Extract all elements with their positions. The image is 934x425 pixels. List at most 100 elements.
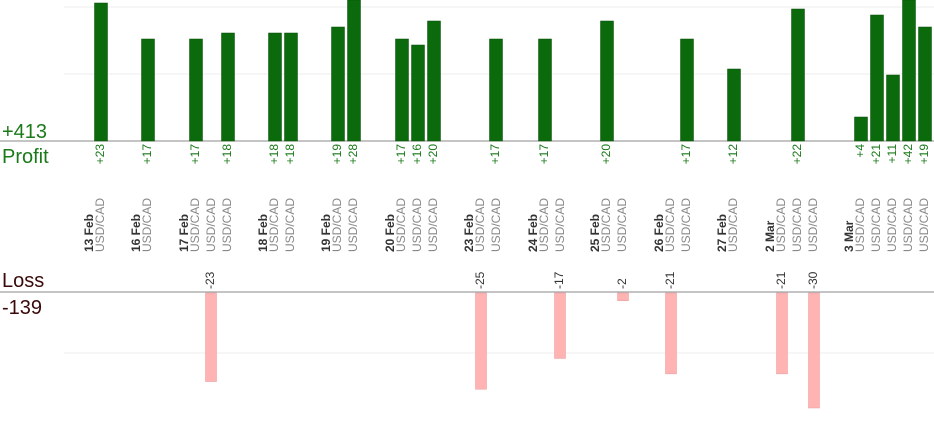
profit-value-label: +20: [426, 144, 440, 165]
pair-label: USD/CAD: [806, 198, 820, 252]
loss-value-label: -30: [806, 271, 820, 289]
profit-value-label: +17: [537, 144, 551, 165]
profit-value-label: +18: [283, 144, 297, 165]
loss-bar: [776, 292, 788, 375]
pair-label: USD/CAD: [330, 198, 344, 252]
profit-bar: [680, 38, 694, 142]
date-label: 16 Feb: [129, 214, 143, 252]
pair-label: USD/CAD: [140, 198, 154, 252]
pair-label: USD/CAD: [599, 198, 613, 252]
pair-label: USD/CAD: [473, 198, 487, 252]
loss-bars-group: -23 -25 -17 -2 -21 -21 -30: [203, 271, 820, 409]
profit-value-label: +16: [410, 144, 424, 165]
pair-label: USD/CAD: [663, 198, 677, 252]
profit-bar: [221, 32, 235, 142]
profit-value-label: +18: [267, 144, 281, 165]
profit-value-label: +28: [346, 144, 360, 165]
date-label: 19 Feb: [319, 214, 333, 252]
profit-bar: [268, 32, 282, 142]
date-label: 26 Feb: [652, 214, 666, 252]
profit-value-label: +17: [488, 144, 502, 165]
date-label: 18 Feb: [256, 214, 270, 252]
pair-label: USD/CAD: [489, 198, 503, 252]
profit-bar: [886, 74, 900, 142]
profit-value-label: +11: [885, 144, 899, 164]
date-label: 23 Feb: [462, 214, 476, 252]
profit-total: +413: [2, 121, 47, 143]
pair-label: USD/CAD: [346, 198, 360, 252]
loss-bar: [617, 292, 629, 301]
profit-bar: [902, 0, 916, 142]
profit-bar: [727, 68, 741, 142]
profit-bar: [918, 26, 932, 142]
date-label: 20 Feb: [383, 214, 397, 252]
date-label: 25 Feb: [588, 214, 602, 252]
profit-bar: [331, 26, 345, 142]
pair-label: USD/CAD: [790, 198, 804, 252]
loss-value-label: -17: [552, 271, 566, 289]
profit-bar: [284, 32, 298, 142]
x-axis-labels-group: 13 Feb 16 Feb 17 Feb 18 Feb 19 Feb 20 Feb 23 F…: [82, 198, 931, 252]
profit-value-label: +20: [599, 144, 613, 165]
profit-value-label: +4: [853, 144, 867, 158]
profit-value-label: +18: [220, 144, 234, 165]
profit-bar: [489, 38, 503, 142]
profit-value-label: +21: [869, 144, 883, 165]
loss-bar: [665, 292, 677, 375]
loss-value-label: -23: [203, 271, 217, 289]
pair-label: USD/CAD: [426, 198, 440, 252]
pair-label: USD/CAD: [188, 198, 202, 252]
pair-label: USD/CAD: [679, 198, 693, 252]
profit-bar: [411, 44, 425, 142]
pair-label: USD/CAD: [93, 198, 107, 252]
profit-value-label: +17: [394, 144, 408, 165]
profit-bar: [791, 8, 805, 142]
profit-value-label: +17: [140, 144, 154, 165]
profit-value-label: +19: [917, 144, 931, 165]
profit-bar: [600, 20, 614, 142]
profit-bar: [189, 38, 203, 142]
loss-value-label: -25: [473, 271, 487, 289]
pair-label: USD/CAD: [410, 198, 424, 252]
pair-label: USD/CAD: [394, 198, 408, 252]
profit-value-label: +23: [93, 144, 107, 165]
loss-bar: [205, 292, 217, 382]
loss-bar: [475, 292, 487, 390]
pair-label: USD/CAD: [726, 198, 740, 252]
pair-label: USD/CAD: [869, 198, 883, 252]
profit-value-label: +19: [330, 144, 344, 165]
profit-label: Profit: [2, 146, 49, 168]
pair-label: USD/CAD: [283, 198, 297, 252]
pair-label: USD/CAD: [774, 198, 788, 252]
profit-value-label: +12: [726, 144, 740, 165]
pair-label: USD/CAD: [615, 198, 629, 252]
loss-total: -139: [2, 297, 42, 319]
date-label: 24 Feb: [526, 214, 540, 252]
profit-bar: [94, 2, 108, 142]
profit-bar: [870, 14, 884, 142]
date-label: 27 Feb: [715, 214, 729, 252]
date-label: 2 Mar: [763, 220, 777, 252]
date-label: 3 Mar: [842, 220, 856, 252]
loss-bar: [808, 292, 820, 409]
profit-bar: [538, 38, 552, 142]
loss-value-label: -21: [774, 271, 788, 289]
pair-label: USD/CAD: [885, 198, 899, 252]
loss-value-label: -21: [663, 271, 677, 289]
profit-value-label: +17: [679, 144, 693, 165]
profit-bar: [141, 38, 155, 142]
profit-bar: [347, 0, 361, 142]
date-label: 17 Feb: [177, 214, 191, 252]
profit-bar: [427, 20, 441, 142]
profit-bars-group: +23 +17 +17 +18 +18 +18 +19 +28 +17 +16 +20 +17 +17 +…: [93, 0, 932, 165]
profit-bar: [395, 38, 409, 142]
loss-label: Loss: [2, 270, 44, 292]
pair-label: USD/CAD: [204, 198, 218, 252]
pair-label: USD/CAD: [537, 198, 551, 252]
pair-label: USD/CAD: [267, 198, 281, 252]
profit-bar: [854, 116, 868, 142]
date-label: 13 Feb: [82, 214, 96, 252]
pair-label: USD/CAD: [901, 198, 915, 252]
pair-label: USD/CAD: [220, 198, 234, 252]
